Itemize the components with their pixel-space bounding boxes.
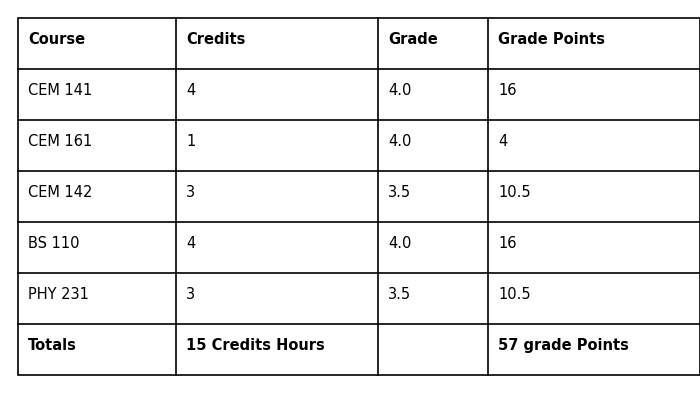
Text: 4: 4 bbox=[186, 236, 195, 251]
Text: Credits: Credits bbox=[186, 32, 246, 47]
Text: 1: 1 bbox=[186, 134, 195, 149]
Text: 16: 16 bbox=[498, 83, 517, 98]
Text: Totals: Totals bbox=[28, 338, 77, 353]
Text: BS 110: BS 110 bbox=[28, 236, 80, 251]
Text: 57 grade Points: 57 grade Points bbox=[498, 338, 629, 353]
Text: 3: 3 bbox=[186, 185, 195, 200]
Text: 4.0: 4.0 bbox=[388, 236, 412, 251]
Text: 4.0: 4.0 bbox=[388, 134, 412, 149]
Text: 16: 16 bbox=[498, 236, 517, 251]
Text: PHY 231: PHY 231 bbox=[28, 287, 89, 302]
Text: 15 Credits Hours: 15 Credits Hours bbox=[186, 338, 325, 353]
Text: 3: 3 bbox=[186, 287, 195, 302]
Text: CEM 141: CEM 141 bbox=[28, 83, 92, 98]
Text: 3.5: 3.5 bbox=[388, 287, 411, 302]
Text: 4.0: 4.0 bbox=[388, 83, 412, 98]
Text: Course: Course bbox=[28, 32, 85, 47]
Text: CEM 142: CEM 142 bbox=[28, 185, 92, 200]
Text: 4: 4 bbox=[498, 134, 508, 149]
Text: 10.5: 10.5 bbox=[498, 287, 531, 302]
Text: Grade Points: Grade Points bbox=[498, 32, 605, 47]
Text: 10.5: 10.5 bbox=[498, 185, 531, 200]
Text: CEM 161: CEM 161 bbox=[28, 134, 92, 149]
Text: 4: 4 bbox=[186, 83, 195, 98]
Text: Grade: Grade bbox=[388, 32, 438, 47]
Text: 3.5: 3.5 bbox=[388, 185, 411, 200]
